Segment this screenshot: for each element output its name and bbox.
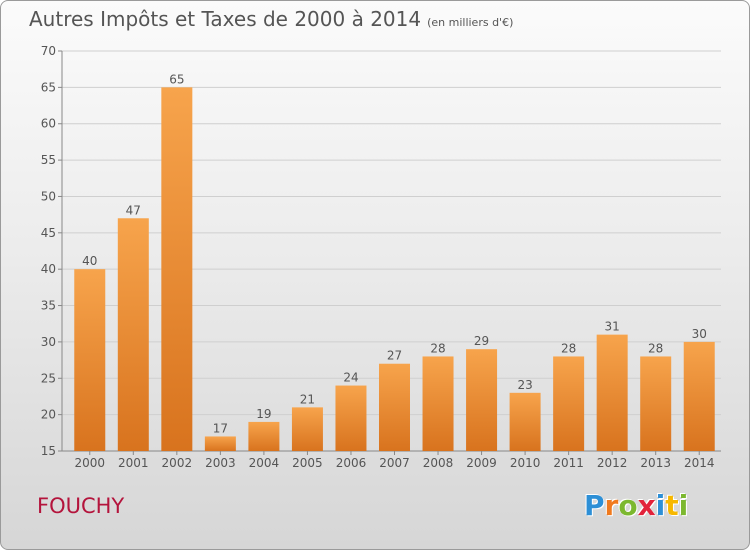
bar [466, 349, 498, 451]
bar [640, 356, 672, 451]
bar-value-label: 28 [648, 341, 663, 355]
bar [74, 269, 106, 451]
bar [422, 356, 454, 451]
x-tick-label: 2003 [205, 456, 236, 470]
x-tick-label: 2004 [249, 456, 280, 470]
bar-layer: 40 47 65 17 19 21 24 27 28 29 23 28 31 28 30 [74, 72, 715, 451]
x-tick-label: 2000 [74, 456, 105, 470]
logo-letter: t [665, 489, 679, 522]
x-tick-label: 2009 [466, 456, 497, 470]
y-tick-label: 55 [41, 153, 56, 167]
bar-value-label: 19 [256, 407, 271, 421]
x-tick-label: 2005 [292, 456, 323, 470]
y-tick-label: 30 [41, 335, 56, 349]
bar-value-label: 28 [430, 341, 445, 355]
y-tick-label: 65 [41, 80, 56, 94]
x-tick-label: 2008 [423, 456, 454, 470]
x-tick-label: 2014 [684, 456, 715, 470]
x-tick-label: 2011 [553, 456, 584, 470]
bar [291, 407, 323, 451]
bar [204, 436, 236, 451]
x-tick-label: 2012 [597, 456, 628, 470]
x-tick-label: 2006 [336, 456, 367, 470]
x-tick-label: 2001 [118, 456, 149, 470]
logo-letter: P [584, 489, 605, 522]
bar-value-label: 28 [561, 341, 576, 355]
proxiti-logo[interactable]: Proxiti [584, 489, 688, 522]
bar [161, 87, 193, 451]
y-tick-label: 70 [41, 44, 56, 58]
y-tick-label: 40 [41, 262, 56, 276]
x-tick-label: 2007 [379, 456, 410, 470]
bar-value-label: 21 [300, 392, 315, 406]
bar [117, 218, 149, 451]
bar-value-label: 27 [387, 349, 402, 363]
y-tick-label: 25 [41, 371, 56, 385]
bar-value-label: 17 [213, 421, 228, 435]
y-tick-label: 50 [41, 189, 56, 203]
bar [248, 421, 280, 451]
chart-subtitle: (en milliers d'€) [427, 16, 514, 29]
bar-value-label: 47 [126, 203, 141, 217]
logo-letter: x [637, 489, 656, 522]
x-tick-label: 2002 [162, 456, 193, 470]
bar [553, 356, 585, 451]
logo-letter: o [618, 489, 638, 522]
bar-value-label: 31 [605, 320, 620, 334]
bar [683, 341, 715, 451]
y-tick-label: 60 [41, 117, 56, 131]
town-label: FOUCHY [37, 494, 125, 518]
bar-value-label: 23 [517, 378, 532, 392]
chart-title-text: Autres Impôts et Taxes de 2000 à 2014 [29, 7, 422, 31]
bar-value-label: 30 [692, 327, 707, 341]
y-tick-label: 20 [41, 408, 56, 422]
x-tick-label: 2013 [640, 456, 671, 470]
chart-title: Autres Impôts et Taxes de 2000 à 2014 (en… [29, 7, 513, 31]
logo-letter: i [655, 489, 666, 522]
y-tick-label: 35 [41, 299, 56, 313]
bar [596, 334, 628, 451]
y-tick-label: 15 [41, 444, 56, 458]
bar [509, 392, 541, 451]
logo-letter: r [604, 489, 619, 522]
bar-value-label: 29 [474, 334, 489, 348]
bar [379, 363, 410, 451]
x-tick-label: 2010 [510, 456, 541, 470]
y-tick-label: 45 [41, 226, 56, 240]
logo-letter: i [678, 489, 689, 522]
bar [335, 385, 367, 451]
bar-value-label: 40 [82, 254, 97, 268]
bar-value-label: 65 [169, 72, 184, 86]
bar-value-label: 24 [343, 371, 358, 385]
